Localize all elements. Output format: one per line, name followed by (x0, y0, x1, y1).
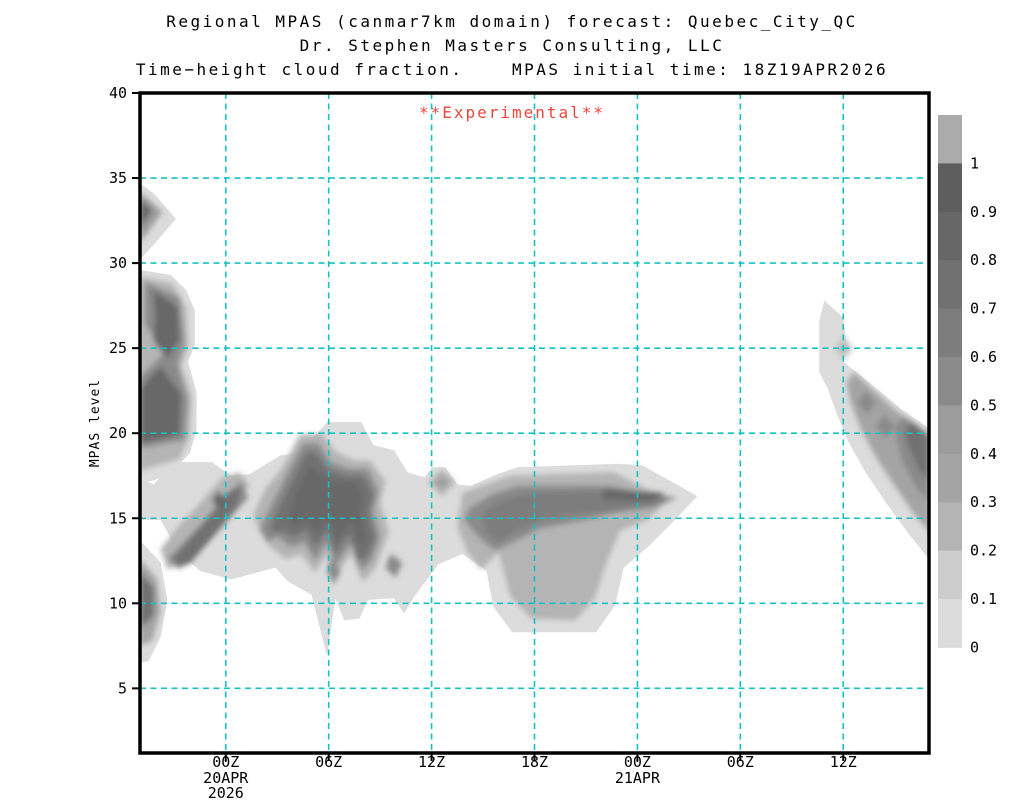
contour-band (905, 421, 929, 481)
colorbar-segment (938, 405, 962, 455)
contour-inner-bands (140, 191, 929, 646)
contour-band (172, 487, 242, 566)
colorbar-segment (938, 502, 962, 552)
contour-band (212, 491, 228, 510)
contour-band (287, 465, 367, 548)
y-tick-label: 30 (109, 254, 127, 272)
contour-band (140, 198, 152, 230)
colorbar-label: 1 (970, 154, 979, 172)
y-axis-title: MPAS level (88, 379, 103, 467)
y-tick-label: 25 (109, 339, 127, 357)
colorbar-label: 0.2 (970, 542, 997, 560)
colorbar-label: 0.1 (970, 590, 997, 608)
contour-band (857, 390, 876, 415)
axis-ticks (132, 92, 845, 761)
colorbar-segment (938, 260, 962, 310)
y-tick-label: 10 (109, 594, 127, 612)
y-tick-label: 5 (118, 679, 127, 697)
x-tick-label: 18Z (521, 753, 548, 771)
contour-band (140, 366, 182, 444)
y-tick-label: 15 (109, 509, 127, 527)
contour-band (327, 557, 341, 585)
colorbar-label: 0.5 (970, 396, 997, 414)
colorbar-segment (938, 115, 962, 164)
contour-band (483, 491, 670, 543)
colorbar-label: 0.9 (970, 203, 997, 221)
colorbar-segment (938, 550, 962, 600)
contour-band (435, 475, 449, 490)
experimental-watermark: **Experimental** (418, 103, 606, 122)
colorbar-segment (938, 211, 962, 261)
x-tick-label: 00Z (624, 753, 651, 771)
x-tick-label: 21APR (615, 769, 661, 787)
colorbar-label: 0.3 (970, 493, 997, 511)
x-tick-label: 12Z (830, 753, 857, 771)
title-line-3: Time−height cloud fraction. MPAS initial… (135, 60, 889, 79)
x-tick-label: 20APR (203, 769, 249, 787)
x-tick-label: 06Z (315, 753, 342, 771)
x-tick-label: 06Z (727, 753, 754, 771)
colorbar-label: 0.7 (970, 300, 997, 318)
title-line-1: Regional MPAS (canmar7km domain) forecas… (166, 12, 858, 31)
colorbar-segment (938, 599, 962, 648)
colorbar-label: 0.8 (970, 251, 997, 269)
colorbar-label: 0.4 (970, 445, 997, 463)
contour-band (603, 489, 665, 502)
contour-band (140, 571, 154, 629)
colorbar-segment (938, 308, 962, 358)
title-block: Regional MPAS (canmar7km domain) forecas… (0, 10, 1024, 82)
colorbar-segment (938, 357, 962, 406)
title-line-2: Dr. Stephen Masters Consulting, LLC (299, 36, 725, 55)
gridlines (140, 93, 929, 753)
y-tick-label: 40 (109, 84, 127, 102)
colorbar-label: 0.6 (970, 348, 997, 366)
y-tick-label: 35 (109, 169, 127, 187)
colorbar-segment (938, 163, 962, 213)
x-tick-label: 2026 (208, 784, 244, 800)
y-tick-label: 20 (109, 424, 127, 442)
colorbar-segment (938, 453, 962, 503)
x-tick-label: 00Z (212, 753, 239, 771)
x-tick-label: 12Z (418, 753, 445, 771)
colorbar: 1 0.9 0.8 0.7 0.6 0.5 0.4 0.3 0.2 0.1 0 (938, 115, 997, 656)
contour-fill-layer (140, 183, 929, 663)
colorbar-label: 0 (970, 638, 979, 656)
contour-band (153, 290, 180, 359)
contour-band (385, 554, 403, 578)
contour-band (875, 414, 895, 439)
